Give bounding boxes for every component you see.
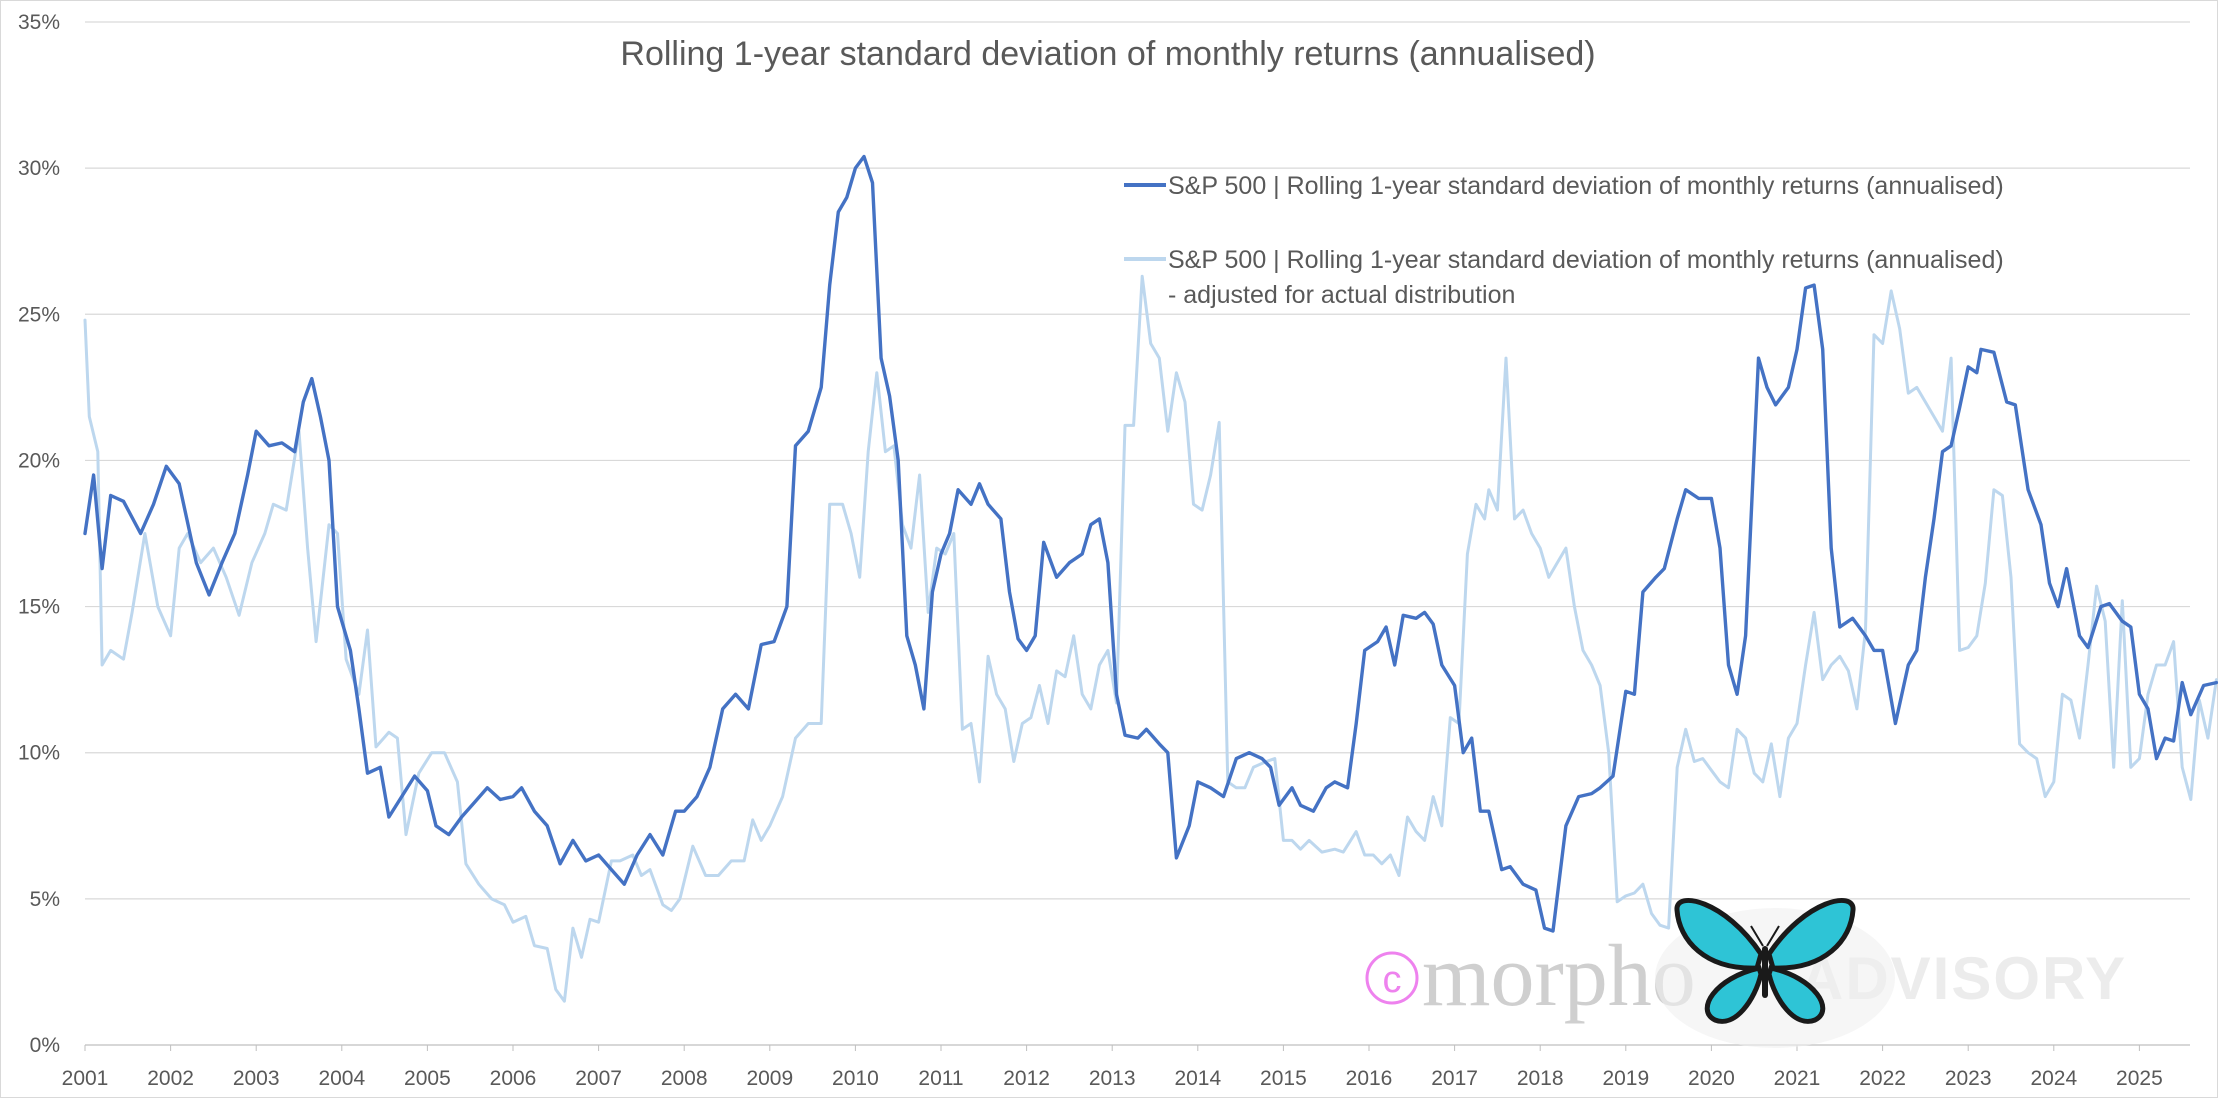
series-line-sp500: [83, 154, 2218, 933]
x-tick-label: 2022: [1859, 1067, 1906, 1090]
x-tick-label: 2021: [1774, 1067, 1821, 1090]
x-tick-label: 2014: [1174, 1067, 1221, 1090]
x-tick-label: 2010: [832, 1067, 879, 1090]
x-tick-label: 2005: [404, 1067, 451, 1090]
y-tick-label: 5%: [30, 888, 60, 911]
copyright-letter: c: [1383, 959, 1402, 1001]
x-tick-label: 2003: [233, 1067, 280, 1090]
x-tick-label: 2018: [1517, 1067, 1564, 1090]
x-tick-label: 2015: [1260, 1067, 1307, 1090]
x-tick-label: 2002: [147, 1067, 194, 1090]
x-tick-label: 2024: [2030, 1067, 2077, 1090]
legend-label-sp500-adjusted: S&P 500 | Rolling 1-year standard deviat…: [1168, 246, 2004, 274]
x-tick-label: 2008: [661, 1067, 708, 1090]
x-tick-label: 2016: [1346, 1067, 1393, 1090]
x-tick-label: 2004: [318, 1067, 365, 1090]
y-tick-label: 10%: [18, 742, 60, 765]
x-axis: 2001 2002 2003 2004 2005 2006 2007 2008 2009 2010…: [62, 1045, 2163, 1090]
x-tick-label: 2007: [575, 1067, 622, 1090]
chart-title: Rolling 1-year standard deviation of mon…: [620, 35, 1595, 73]
y-tick-label: 15%: [18, 596, 60, 619]
x-tick-label: 2012: [1003, 1067, 1050, 1090]
watermark-brand: morpho: [1422, 928, 1696, 1025]
x-tick-label: 2023: [1945, 1067, 1992, 1090]
x-tick-label: 2013: [1089, 1067, 1136, 1090]
y-tick-label: 30%: [18, 157, 60, 180]
y-tick-label: 35%: [18, 11, 60, 34]
x-tick-label: 2011: [918, 1067, 963, 1090]
legend: S&P 500 | Rolling 1-year standard deviat…: [1124, 172, 2004, 309]
x-tick-label: 2019: [1602, 1067, 1649, 1090]
x-tick-label: 2025: [2116, 1067, 2163, 1090]
x-tick-label: 2020: [1688, 1067, 1735, 1090]
x-tick-label: 2017: [1431, 1067, 1478, 1090]
butterfly-icon: [1655, 898, 1895, 1048]
legend-label-sp500-adjusted-line2: - adjusted for actual distribution: [1168, 281, 1515, 309]
x-tick-label: 2009: [746, 1067, 793, 1090]
y-tick-label: 0%: [30, 1034, 60, 1057]
legend-label-sp500: S&P 500 | Rolling 1-year standard deviat…: [1168, 172, 2004, 200]
x-tick-label: 2006: [490, 1067, 537, 1090]
morpho-advisory-watermark: c morpho ADVISORY: [1365, 898, 2125, 1048]
x-tick-label: 2001: [62, 1067, 109, 1090]
series-layer: [83, 154, 2218, 1003]
y-tick-label: 25%: [18, 303, 60, 326]
y-axis: 0% 5% 10% 15% 20% 25% 30% 35%: [18, 11, 60, 1057]
series-line-sp500-adjusted: [83, 274, 2218, 1003]
copyright-circle: [1365, 951, 1419, 1005]
y-tick-label: 20%: [18, 449, 60, 472]
